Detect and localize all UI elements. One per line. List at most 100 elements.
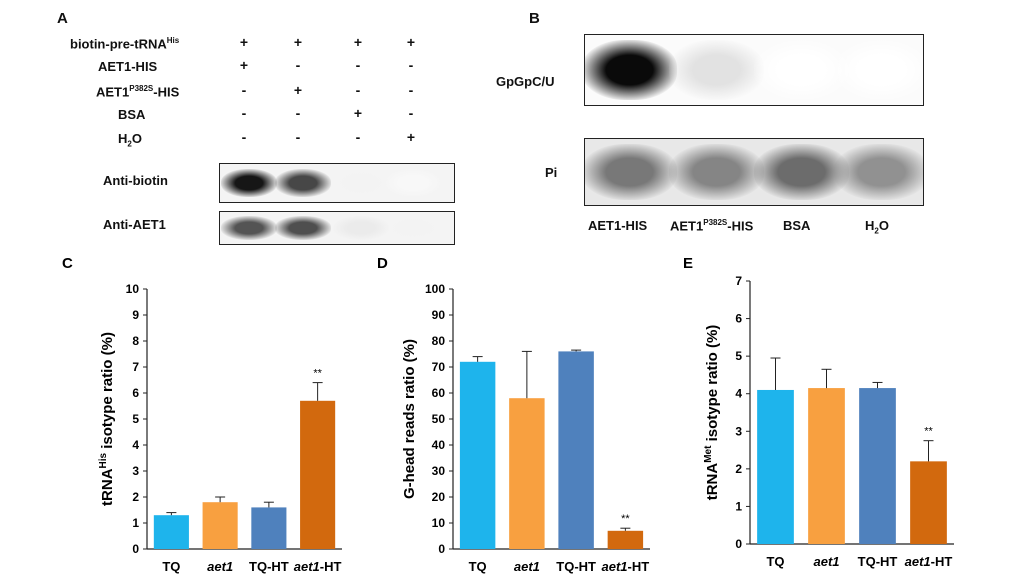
x-tick-label: TQ-HT	[249, 559, 289, 574]
y-tick-label: 8	[132, 334, 139, 348]
y-tick-label: 0	[735, 537, 742, 551]
condition-sign: -	[241, 129, 247, 145]
y-tick-label: 3	[735, 424, 742, 438]
panel-a-letter: A	[57, 10, 68, 27]
blot-band	[221, 168, 277, 198]
condition-label-tail: O	[131, 131, 142, 146]
condition-sign: +	[353, 34, 363, 50]
y-tick-label: 0	[132, 542, 139, 556]
y-tick-label: 3	[132, 464, 139, 478]
lane-label: AET1P382S-HIS	[670, 218, 753, 233]
y-tick-label: 40	[432, 438, 446, 452]
condition-label: AET1P382S-HIS	[96, 84, 179, 99]
blot-band	[275, 216, 331, 240]
lane-label-subscript: 2	[874, 226, 879, 236]
bar	[910, 461, 947, 544]
y-tick-label: 5	[132, 412, 139, 426]
panel-letter: D	[377, 255, 388, 272]
y-tick-label: 80	[432, 334, 446, 348]
condition-sign: +	[239, 34, 249, 50]
lane-label-tail: O	[878, 218, 889, 233]
y-axis-label: tRNAMet isotype ratio (%)	[703, 325, 721, 501]
y-tick-label: 60	[432, 386, 446, 400]
y-tick-label: 0	[438, 542, 445, 556]
panel-letter: C	[62, 255, 73, 272]
condition-label-text: biotin-pre-tRNA	[70, 36, 167, 52]
chart-panel-c: C 0 1 2 3 4 5 6 7 8 9 10 tRNAHis isotype ratio (%) TQ…	[62, 255, 342, 574]
y-axis-label: G-head reads ratio (%)	[401, 339, 418, 499]
y-tick-label: 1	[735, 499, 742, 513]
bar	[607, 530, 644, 549]
condition-label-subscript: 2	[127, 139, 132, 149]
blot-band	[585, 143, 677, 201]
y-tick-label: 4	[132, 438, 139, 452]
condition-sign: -	[408, 57, 414, 73]
x-tick-label: TQ	[469, 559, 487, 574]
bar	[459, 361, 496, 549]
lane-label: H2O	[865, 218, 889, 236]
condition-sign: -	[295, 105, 301, 121]
y-tick-label: 100	[425, 282, 445, 296]
bar	[251, 507, 287, 549]
blot-band	[585, 40, 677, 100]
condition-label: AET1-HIS	[98, 59, 157, 74]
bar	[300, 400, 336, 549]
blot-band	[333, 168, 389, 198]
bar	[558, 351, 594, 549]
condition-sign: -	[408, 105, 414, 121]
chart-panel-d: D 0 10 20 30 40 50 60 70 80 90 100 G-head reads rati…	[377, 255, 650, 574]
x-tick-label: aet1	[514, 559, 540, 574]
condition-sign: -	[295, 129, 301, 145]
blot-label: Anti-biotin	[103, 173, 168, 188]
blot-label: Anti-AET1	[103, 217, 166, 232]
lane-label-superscript: P382S	[703, 218, 728, 227]
condition-sign: +	[353, 105, 363, 121]
blot-image	[584, 138, 924, 206]
blot-image	[219, 163, 455, 203]
x-tick-label: aet1-HT	[905, 554, 953, 569]
bar	[757, 389, 794, 544]
x-tick-label: TQ-HT	[858, 554, 898, 569]
condition-sign: +	[293, 82, 303, 98]
chart-panel-e: E 0 1 2 3 4 5 6 7 tRNAMet isotype ratio (%) TQ aet1…	[683, 255, 954, 569]
lane-label: BSA	[783, 218, 810, 233]
blot-band	[333, 216, 389, 240]
lane-label-text: H	[865, 218, 875, 233]
lane-label-text: AET1	[670, 218, 704, 234]
y-tick-label: 20	[432, 490, 446, 504]
y-tick-label: 7	[735, 274, 742, 288]
y-axis-label: tRNAHis isotype ratio (%)	[98, 332, 116, 506]
condition-label-text: AET1	[96, 84, 130, 100]
x-tick-label: TQ-HT	[556, 559, 596, 574]
condition-label-text: H	[118, 131, 128, 146]
condition-sign: +	[406, 129, 416, 145]
blot-band	[833, 40, 923, 100]
x-tick-label: TQ	[162, 559, 180, 574]
y-tick-label: 5	[735, 349, 742, 363]
condition-sign: -	[241, 105, 247, 121]
bar	[808, 388, 845, 544]
y-tick-label: 4	[735, 387, 742, 401]
blot-label: Pi	[545, 165, 558, 180]
condition-label: biotin-pre-tRNAHis	[70, 36, 179, 51]
panel-letter: E	[683, 255, 693, 272]
blot-band	[753, 40, 849, 100]
y-tick-label: 6	[132, 386, 139, 400]
y-tick-label: 2	[132, 490, 139, 504]
condition-label: BSA	[118, 107, 145, 122]
blot-label: GpGpC/U	[496, 74, 555, 89]
significance-marker: **	[313, 368, 322, 380]
condition-sign: -	[355, 129, 361, 145]
condition-sign: -	[408, 82, 414, 98]
condition-label: H2O	[118, 131, 142, 149]
blot-band	[275, 168, 331, 198]
y-tick-label: 2	[735, 462, 742, 476]
y-tick-label: 50	[432, 412, 446, 426]
condition-label-text: BSA	[118, 107, 146, 122]
y-tick-label: 6	[735, 312, 742, 326]
x-tick-label: TQ	[766, 554, 784, 569]
blot-band	[668, 40, 764, 100]
x-tick-label: aet1	[813, 554, 839, 569]
condition-sign: +	[293, 34, 303, 50]
